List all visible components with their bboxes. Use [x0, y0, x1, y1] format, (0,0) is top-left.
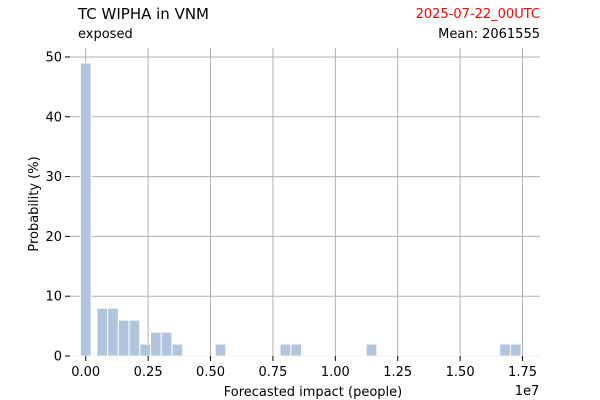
- x-scale-exponent: 1e7: [515, 384, 540, 399]
- histogram-bar: [171, 343, 184, 357]
- histogram-bar: [509, 343, 522, 357]
- histogram-bar: [79, 62, 92, 357]
- histogram-bar: [128, 319, 141, 357]
- x-ticks: 0.00 0.25 0.50 0.75 1.00 1.25 1.50 1.75: [71, 356, 537, 380]
- y-tick-label: 10: [45, 290, 62, 305]
- x-tick-label: 1.00: [321, 365, 350, 380]
- x-tick-label: 1.50: [446, 365, 475, 380]
- y-tick-label: 0: [54, 350, 62, 365]
- histogram-bar: [96, 307, 109, 357]
- histogram-bar: [160, 331, 173, 357]
- y-tick-label: 50: [45, 50, 62, 65]
- x-tick-label: 0.25: [134, 365, 163, 380]
- chart-title: TC WIPHA in VNM: [78, 5, 210, 23]
- x-tick-label: 0.50: [196, 365, 225, 380]
- x-tick-label: 1.75: [508, 365, 537, 380]
- histogram-bar: [139, 343, 151, 357]
- mean-value: Mean: 2061555: [438, 27, 540, 42]
- forecast-date: 2025-07-22_00UTC: [415, 7, 540, 22]
- y-tick-label: 30: [45, 170, 62, 185]
- x-axis-label: Forecasted impact (people): [224, 385, 402, 400]
- histogram-bar: [290, 343, 303, 357]
- y-axis-label: Probability (%): [27, 156, 42, 251]
- x-tick-label: 1.25: [383, 365, 412, 380]
- chart-subtitle: exposed: [78, 27, 133, 42]
- histogram-bar: [107, 307, 119, 357]
- histogram-bar: [149, 331, 162, 357]
- grid-lines: [70, 48, 540, 357]
- histogram-bar: [365, 343, 378, 357]
- histogram-bar: [279, 343, 292, 357]
- histogram-bar: [499, 343, 511, 357]
- bars-group: [79, 62, 522, 357]
- y-ticks: 0 10 20 30 40 50: [45, 50, 70, 365]
- histogram-bar: [214, 343, 227, 357]
- x-tick-label: 0.00: [71, 365, 100, 380]
- y-tick-label: 40: [45, 110, 62, 125]
- x-tick-label: 0.75: [258, 365, 287, 380]
- histogram-bar: [117, 319, 130, 357]
- y-tick-label: 20: [45, 230, 62, 245]
